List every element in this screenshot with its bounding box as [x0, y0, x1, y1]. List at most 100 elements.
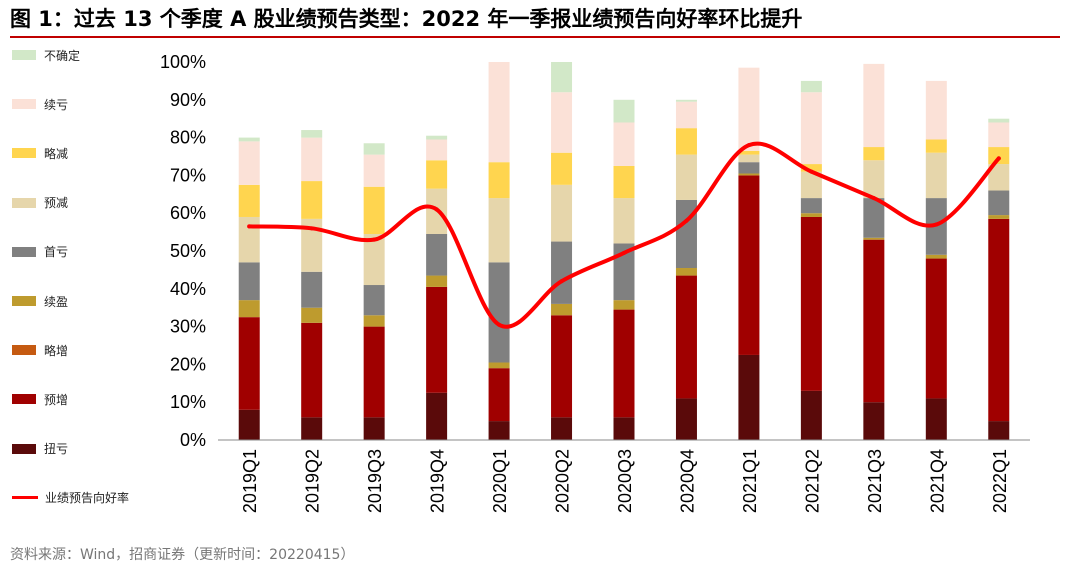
x-tick-label: 2021Q2 [802, 449, 822, 513]
source-note: 资料来源：Wind，招商证券（更新时间：20220415） [10, 547, 355, 563]
legend-label: 不确定 [44, 48, 81, 63]
bar-segment-9 [613, 99, 635, 123]
legend-item: 预减 [12, 193, 68, 213]
legend-label: 预减 [44, 196, 69, 211]
bar-segment-2 [738, 175, 760, 355]
bar-segment-7 [800, 164, 822, 172]
legend-line-swatch [12, 496, 38, 500]
bar-segment-4 [426, 275, 448, 287]
line-point [559, 279, 564, 284]
line-point [434, 207, 439, 212]
bar-segment-7 [863, 147, 885, 161]
y-tick-label: 20% [170, 354, 206, 374]
bar-segment-6 [675, 154, 697, 200]
line-point [309, 226, 314, 231]
line-point [247, 224, 252, 229]
bar-segment-4 [488, 362, 510, 369]
bar-segment-9 [800, 80, 822, 93]
bar-segment-6 [925, 152, 947, 199]
bar-segment-8 [551, 92, 573, 153]
bar-segment-4 [238, 300, 260, 318]
line-point [871, 196, 876, 201]
bar-segment-1 [488, 421, 510, 440]
bar-segment-7 [551, 152, 573, 185]
bar-segment-4 [738, 173, 760, 176]
bar-segment-9 [675, 99, 697, 102]
x-tick-label: 2019Q3 [365, 449, 385, 513]
bar-segment-5 [363, 285, 385, 316]
legend-swatch [12, 345, 36, 356]
bar-segment-2 [925, 258, 947, 399]
bar-segment-1 [988, 421, 1010, 440]
bar-segment-6 [488, 198, 510, 263]
bar-segment-7 [238, 184, 260, 217]
bar-segment-5 [551, 241, 573, 304]
bar-segment-6 [613, 198, 635, 244]
bar-segment-2 [988, 218, 1010, 422]
bar-segment-8 [613, 122, 635, 166]
bar-segment-9 [551, 62, 573, 93]
legend-swatch [12, 443, 36, 454]
legend-swatch [12, 148, 36, 159]
x-tick-label: 2022Q1 [990, 449, 1010, 513]
x-tick-label: 2021Q4 [927, 449, 947, 513]
legend-label: 预增 [44, 392, 69, 407]
bar-segment-8 [863, 63, 885, 148]
legend-item: 略增 [12, 340, 68, 360]
bar-segment-2 [863, 239, 885, 403]
y-tick-label: 80% [170, 128, 206, 148]
line-point [746, 143, 751, 148]
y-tick-label: 100% [160, 52, 206, 72]
bar-segment-7 [925, 139, 947, 153]
bar-segment-7 [613, 165, 635, 199]
bar-segment-6 [738, 154, 760, 163]
bar-segment-5 [426, 233, 448, 276]
legend-swatch [12, 394, 36, 405]
y-tick-label: 40% [170, 279, 206, 299]
x-tick-label: 2020Q2 [553, 449, 573, 513]
title-divider [10, 36, 1060, 38]
y-tick-label: 10% [170, 392, 206, 412]
legend-label: 略增 [44, 343, 69, 358]
bar-segment-5 [800, 198, 822, 214]
bar-segment-1 [863, 402, 885, 440]
bar-segment-1 [738, 354, 760, 440]
bar-segment-7 [738, 150, 760, 155]
legend-item: 业绩预告向好率 [12, 488, 129, 508]
bar-segment-5 [613, 243, 635, 301]
y-tick-label: 90% [170, 90, 206, 110]
bar-segment-1 [426, 392, 448, 440]
line-point [809, 169, 814, 174]
bar-segment-4 [613, 300, 635, 310]
legend-item: 续盈 [12, 291, 68, 311]
bar-segment-2 [488, 368, 510, 422]
legend-swatch [12, 246, 36, 257]
bar-segment-1 [551, 417, 573, 440]
legend-item: 略减 [12, 143, 68, 163]
x-tick-label: 2019Q1 [240, 449, 260, 513]
bar-segment-7 [363, 186, 385, 234]
bar-segment-8 [301, 137, 323, 182]
legend-label: 续亏 [44, 97, 69, 112]
x-tick-label: 2019Q4 [428, 449, 448, 513]
bar-segment-9 [238, 137, 260, 142]
x-tick-label: 2021Q3 [865, 449, 885, 513]
bar-segment-5 [488, 262, 510, 363]
legend-item: 首亏 [12, 242, 68, 262]
bar-segment-4 [988, 215, 1010, 219]
x-tick-label: 2020Q4 [677, 449, 697, 513]
legend-swatch [12, 99, 36, 110]
legend-label: 略减 [44, 146, 69, 161]
y-tick-label: 0% [180, 430, 206, 450]
bar-segment-5 [738, 162, 760, 174]
bar-segment-9 [988, 118, 1010, 123]
line-point [934, 222, 939, 227]
legend-label: 扭亏 [44, 442, 69, 457]
bar-segment-5 [863, 198, 885, 238]
bar-segment-4 [301, 307, 323, 323]
bar-segment-2 [238, 317, 260, 410]
bar-segment-8 [675, 101, 697, 129]
bar-segment-4 [925, 254, 947, 259]
y-tick-label: 30% [170, 317, 206, 337]
bar-segment-9 [301, 130, 323, 138]
